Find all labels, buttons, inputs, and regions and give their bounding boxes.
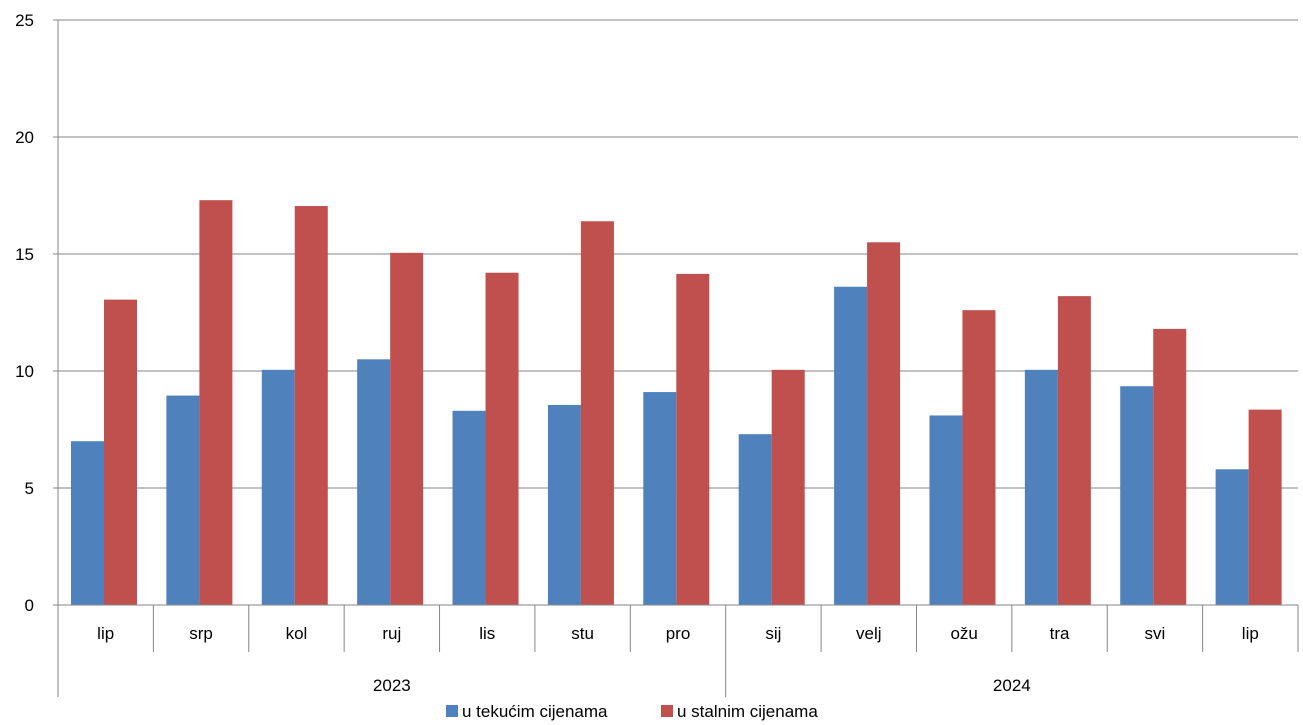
axes [57, 20, 1299, 697]
bar-stalne-9 [962, 310, 996, 605]
x-tick-label-8: velj [856, 624, 882, 643]
bar-tekuce-10 [1024, 369, 1058, 605]
x-tick-label-10: tra [1050, 624, 1070, 643]
bar-stalne-11 [1153, 328, 1187, 605]
bar-tekuce-7 [738, 434, 772, 605]
bar-stalne-5 [580, 221, 614, 606]
legend-label-0: u tekućim cijenama [462, 702, 608, 721]
x-tick-label-4: lis [479, 624, 495, 643]
bar-tekuce-2 [261, 369, 295, 605]
bar-stalne-0 [104, 299, 137, 605]
bar-tekuce-0 [71, 441, 104, 605]
x-tick-label-7: sij [765, 624, 781, 643]
bar-tekuce-12 [1215, 469, 1249, 605]
legend: u tekućim cijenama u stalnim cijenama [446, 702, 818, 721]
y-tick-label-0: 0 [25, 596, 34, 615]
y-axis-ticks: 0 5 10 15 20 25 [15, 11, 58, 615]
x-tick-label-12: lip [1242, 624, 1259, 643]
year-label-2023: 2023 [373, 676, 411, 695]
bar-stalne-4 [485, 272, 519, 605]
legend-label-1: u stalnim cijenama [677, 702, 818, 721]
x-tick-label-0: lip [97, 624, 114, 643]
bar-stalne-3 [390, 252, 424, 605]
year-label-2024: 2024 [993, 676, 1031, 695]
y-tick-label-20: 20 [15, 128, 34, 147]
bar-stalne-6 [676, 273, 710, 605]
bar-stalne-8 [867, 242, 901, 606]
x-tick-label-11: svi [1145, 624, 1166, 643]
y-tick-label-5: 5 [25, 479, 34, 498]
y-tick-label-25: 25 [15, 11, 34, 30]
bar-stalne-1 [199, 200, 233, 605]
bar-tekuce-8 [834, 286, 868, 605]
bar-tekuce-3 [357, 359, 391, 605]
bar-stalne-12 [1248, 409, 1282, 605]
bar-stalne-2 [294, 206, 328, 605]
bar-tekuce-6 [643, 392, 677, 605]
x-tick-label-3: ruj [382, 624, 401, 643]
x-tick-label-6: pro [666, 624, 691, 643]
x-tick-label-5: stu [571, 624, 594, 643]
legend-swatch-1 [661, 705, 673, 717]
bar-stalne-7 [771, 369, 805, 605]
bar-tekuce-5 [547, 404, 581, 605]
y-tick-label-10: 10 [15, 362, 34, 381]
legend-swatch-0 [446, 705, 458, 717]
y-tick-label-15: 15 [15, 245, 34, 264]
bars [71, 200, 1282, 606]
bar-tekuce-11 [1120, 386, 1154, 605]
x-axis-labels: lip srp kol ruj lis stu pro sij velj ožu tra svi lip… [97, 624, 1259, 695]
bar-stalne-10 [1057, 296, 1091, 605]
x-tick-label-9: ožu [950, 624, 977, 643]
bar-tekuce-1 [166, 395, 200, 605]
x-tick-label-1: srp [189, 624, 213, 643]
x-tick-label-2: kol [286, 624, 308, 643]
bar-tekuce-4 [452, 410, 486, 605]
bar-tekuce-9 [929, 415, 963, 605]
